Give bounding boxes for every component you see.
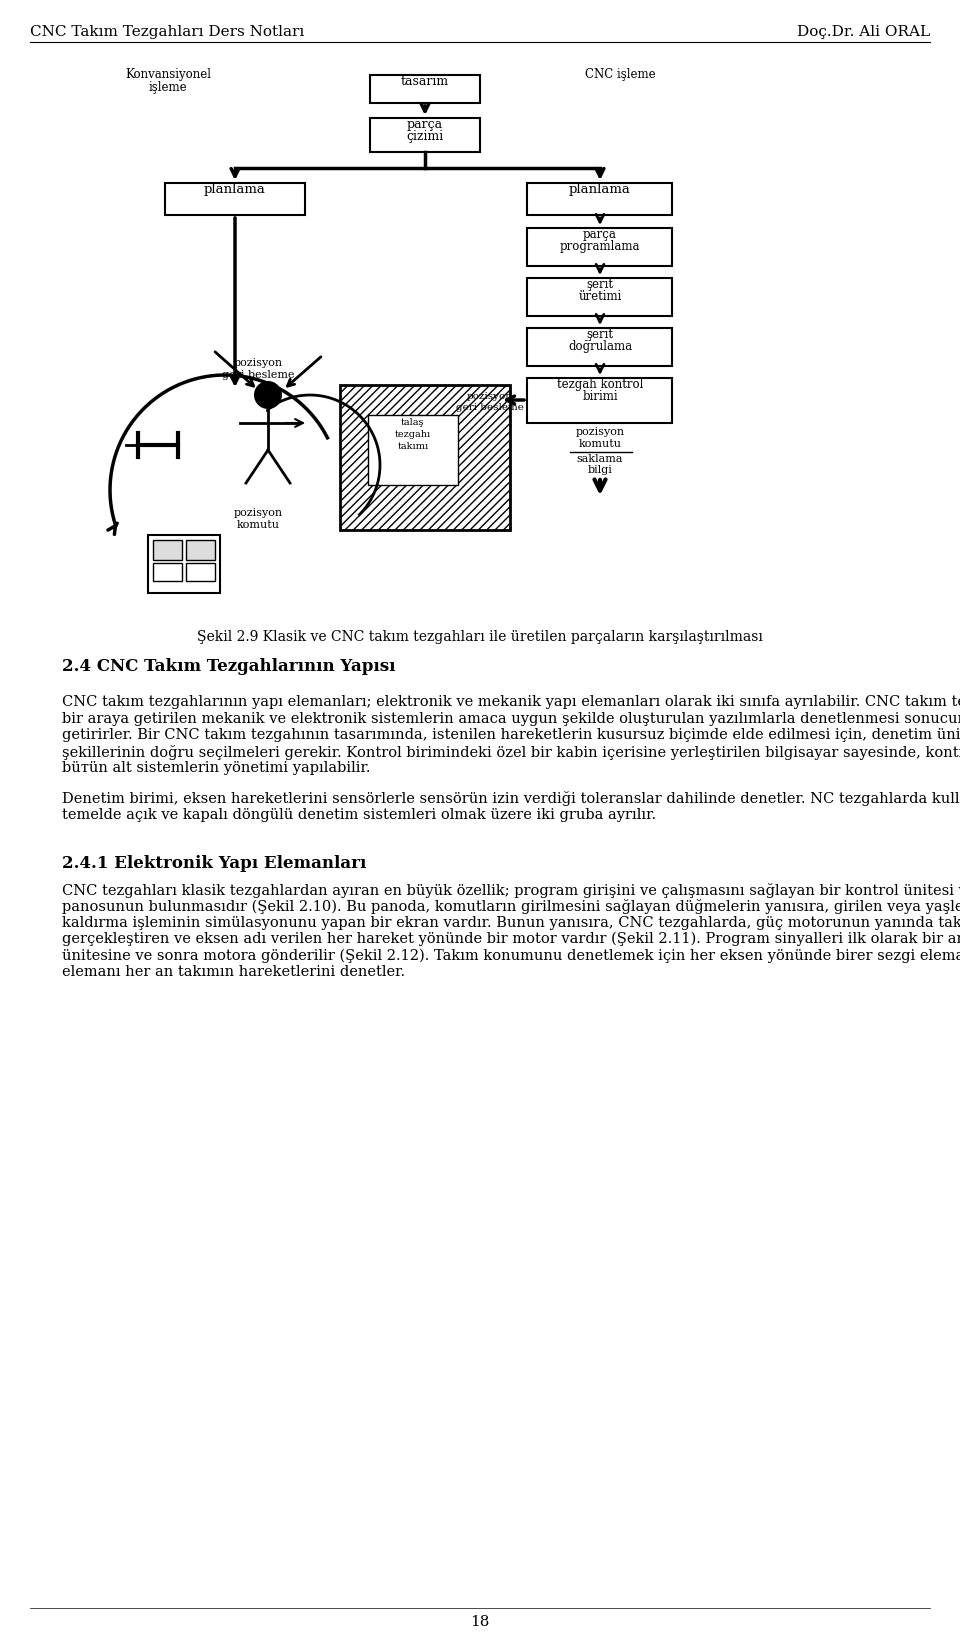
Text: birimi: birimi — [582, 389, 618, 402]
Bar — [527, 278, 672, 316]
Text: gerçekleştiren ve eksen adı verilen her hareket yönünde bir motor vardır (Şekil : gerçekleştiren ve eksen adı verilen her … — [62, 933, 960, 946]
Text: şerit: şerit — [587, 278, 613, 291]
Text: tezgahı: tezgahı — [395, 430, 431, 438]
Text: talaş: talaş — [401, 419, 424, 427]
Text: temelde açık ve kapalı döngülü denetim sistemleri olmak üzere iki gruba ayrılır.: temelde açık ve kapalı döngülü denetim s… — [62, 808, 656, 821]
Text: 2.4.1 Elektronik Yapı Elemanları: 2.4.1 Elektronik Yapı Elemanları — [62, 854, 367, 872]
Text: üretimi: üretimi — [578, 290, 622, 303]
Text: Denetim birimi, eksen hareketlerini sensörlerle sensörün izin verdiği toleransla: Denetim birimi, eksen hareketlerini sens… — [62, 792, 960, 807]
Text: tezgah kontrol: tezgah kontrol — [557, 378, 643, 391]
Text: kaldırma işleminin simülasyonunu yapan bir ekran vardır. Bunun yanısıra, CNC tez: kaldırma işleminin simülasyonunu yapan b… — [62, 916, 960, 929]
Text: şerit: şerit — [587, 327, 613, 340]
Text: saklama: saklama — [577, 455, 623, 465]
Bar — [153, 563, 182, 581]
Text: getirirler. Bir CNC takım tezgahının tasarımında, istenilen hareketlerin kusursu: getirirler. Bir CNC takım tezgahının tas… — [62, 728, 960, 743]
Text: planlama: planlama — [204, 183, 266, 196]
Text: Doç.Dr. Ali ORAL: Doç.Dr. Ali ORAL — [797, 25, 930, 39]
Text: Konvansiyonel: Konvansiyonel — [125, 69, 211, 82]
Bar — [340, 384, 510, 530]
Text: panosunun bulunmasıdır (Şekil 2.10). Bu panoda, komutların girilmesini sağlayan : panosunun bulunmasıdır (Şekil 2.10). Bu … — [62, 900, 960, 915]
Bar — [527, 378, 672, 424]
Text: bir araya getirilen mekanik ve elektronik sistemlerin amaca uygun şekilde oluştu: bir araya getirilen mekanik ve elektroni… — [62, 712, 960, 725]
Bar — [527, 183, 672, 214]
Text: parça: parça — [583, 227, 617, 240]
Text: pozisyon: pozisyon — [575, 427, 625, 437]
Text: planlama: planlama — [569, 183, 631, 196]
Text: tasarım: tasarım — [401, 75, 449, 88]
Text: komutu: komutu — [236, 520, 279, 530]
Text: parça: parça — [407, 118, 444, 131]
Text: geri besleme: geri besleme — [456, 402, 524, 412]
Text: 2.4 CNC Takım Tezgahlarının Yapısı: 2.4 CNC Takım Tezgahlarının Yapısı — [62, 658, 396, 676]
Bar — [368, 416, 458, 484]
Text: komutu: komutu — [579, 438, 621, 448]
Text: doğrulama: doğrulama — [568, 340, 632, 353]
Text: çizimi: çizimi — [406, 129, 444, 142]
Bar — [527, 227, 672, 267]
Text: CNC takım tezgahlarının yapı elemanları; elektronik ve mekanik yapı elemanları o: CNC takım tezgahlarının yapı elemanları;… — [62, 695, 960, 708]
Text: geri besleme: geri besleme — [222, 370, 295, 380]
Bar — [527, 327, 672, 366]
Text: pozisyon: pozisyon — [467, 393, 513, 401]
Text: elemanı her an takımın hareketlerini denetler.: elemanı her an takımın hareketlerini den… — [62, 965, 405, 978]
Text: takımı: takımı — [397, 442, 428, 452]
Text: büтün alt sistemlerin yönetimi yapılabilir.: büтün alt sistemlerin yönetimi yapılabil… — [62, 761, 371, 775]
Bar — [148, 535, 220, 592]
Bar — [370, 118, 480, 152]
Text: şekillerinin doğru seçilmeleri gerekir. Kontrol birimindeki özel bir kabin içeri: şekillerinin doğru seçilmeleri gerekir. … — [62, 744, 960, 759]
Text: CNC Takım Tezgahları Ders Notları: CNC Takım Tezgahları Ders Notları — [30, 25, 304, 39]
Text: CNC işleme: CNC işleme — [585, 69, 656, 82]
Text: ünitesine ve sonra motora gönderilir (Şekil 2.12). Takım konumunu denetlemek içi: ünitesine ve sonra motora gönderilir (Şe… — [62, 949, 960, 964]
Bar — [186, 540, 215, 560]
Text: işleme: işleme — [149, 82, 187, 93]
Bar — [186, 563, 215, 581]
Text: 18: 18 — [470, 1615, 490, 1629]
Text: CNC tezgahları klasik tezgahlardan ayıran en büyük özellik; program girişini ve : CNC tezgahları klasik tezgahlardan ayıra… — [62, 882, 960, 898]
Bar — [165, 183, 305, 214]
Bar — [153, 540, 182, 560]
Text: pozisyon: pozisyon — [233, 509, 282, 519]
Text: Şekil 2.9 Klasik ve CNC takım tezgahları ile üretilen parçaların karşılaştırılma: Şekil 2.9 Klasik ve CNC takım tezgahları… — [197, 630, 763, 645]
Bar — [370, 75, 480, 103]
Text: programlama: programlama — [560, 240, 640, 254]
Text: bilgi: bilgi — [588, 465, 612, 474]
Text: pozisyon: pozisyon — [233, 358, 282, 368]
Circle shape — [254, 381, 282, 409]
